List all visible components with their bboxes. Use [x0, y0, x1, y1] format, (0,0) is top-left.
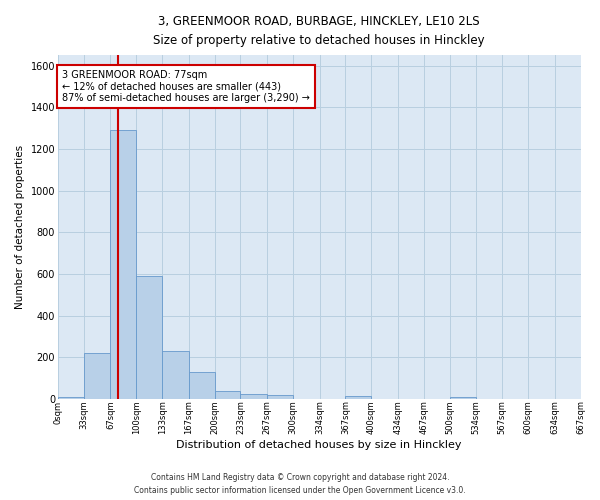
X-axis label: Distribution of detached houses by size in Hinckley: Distribution of detached houses by size … — [176, 440, 462, 450]
Text: Contains HM Land Registry data © Crown copyright and database right 2024.
Contai: Contains HM Land Registry data © Crown c… — [134, 474, 466, 495]
Bar — [189, 372, 215, 399]
Bar — [110, 130, 136, 399]
Bar — [449, 397, 476, 399]
Y-axis label: Number of detached properties: Number of detached properties — [15, 145, 25, 309]
Bar — [58, 397, 84, 399]
Bar — [136, 276, 162, 399]
Text: 3 GREENMOOR ROAD: 77sqm
← 12% of detached houses are smaller (443)
87% of semi-d: 3 GREENMOOR ROAD: 77sqm ← 12% of detache… — [62, 70, 310, 103]
Bar — [215, 390, 241, 399]
Bar — [162, 351, 189, 399]
Bar — [346, 396, 371, 399]
Bar — [241, 394, 267, 399]
Title: 3, GREENMOOR ROAD, BURBAGE, HINCKLEY, LE10 2LS
Size of property relative to deta: 3, GREENMOOR ROAD, BURBAGE, HINCKLEY, LE… — [154, 15, 485, 47]
Bar — [84, 353, 110, 399]
Bar — [267, 395, 293, 399]
